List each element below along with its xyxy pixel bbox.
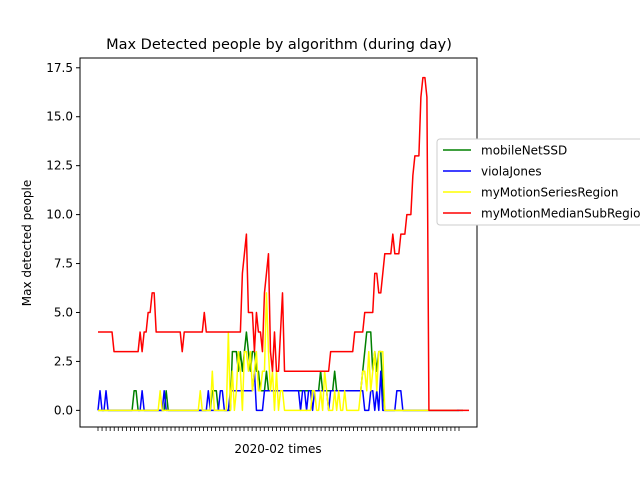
y-tick-label: 10.0 [46,208,73,222]
legend-label-violaJones: violaJones [481,165,542,179]
legend-label-mobileNetSSD: mobileNetSSD [481,144,567,158]
chart-title: Max Detected people by algorithm (during… [106,37,452,53]
series-line-myMotionSeriesRegion [98,292,457,412]
y-tick-label: 2.5 [54,354,73,368]
y-tick-label: 0.0 [54,403,73,417]
series-layer [97,76,470,412]
y-tick-label: 7.5 [54,257,73,271]
x-axis [97,427,460,431]
y-axis-label: Max detected people [20,180,34,307]
plot-frame [79,57,478,428]
y-tick-label: 12.5 [46,159,73,173]
y-tick-label: 15.0 [46,110,73,124]
y-tick-label: 17.5 [46,61,73,75]
plot-area [79,57,478,428]
legend: mobileNetSSD violaJones myMotionSeriesRegi… [436,138,640,226]
legend-box [436,138,640,226]
series-line-myMotionMedianSubRegion [98,76,470,412]
legend-label-myMotionMedianSubRegion: myMotionMedianSubRegion [481,207,640,221]
x-axis-label: 2020-02 times [234,442,321,456]
y-tick-label: 5.0 [54,305,73,319]
legend-label-myMotionSeriesRegion: myMotionSeriesRegion [481,186,618,200]
y-axis: 0.0 2.5 5.0 7.5 10.0 12.5 15.0 17.5 [46,61,80,417]
